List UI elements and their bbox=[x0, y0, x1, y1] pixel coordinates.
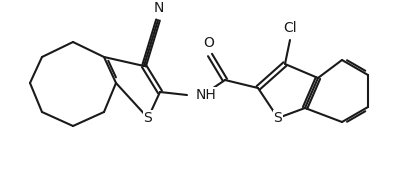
Text: N: N bbox=[154, 1, 164, 15]
Text: O: O bbox=[203, 36, 215, 50]
Text: Cl: Cl bbox=[283, 21, 297, 35]
Text: S: S bbox=[144, 111, 152, 125]
Text: NH: NH bbox=[196, 88, 217, 102]
Text: S: S bbox=[274, 111, 282, 125]
